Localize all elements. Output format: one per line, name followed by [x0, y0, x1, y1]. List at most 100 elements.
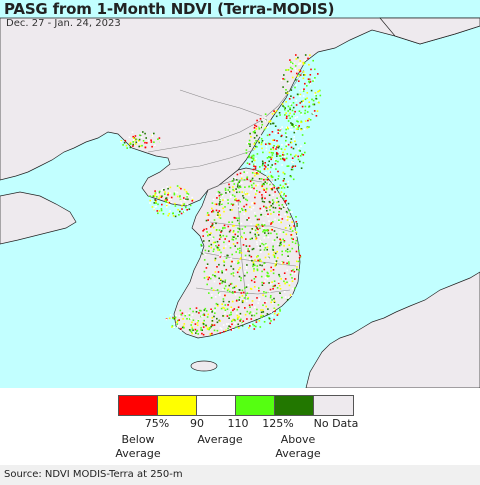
- ndvi-pixel: [240, 279, 242, 282]
- ndvi-pixel: [291, 109, 294, 112]
- ndvi-pixel: [280, 187, 283, 189]
- ndvi-pixel: [229, 290, 231, 293]
- ndvi-pixel: [212, 241, 215, 244]
- ndvi-pixel: [286, 153, 289, 155]
- ndvi-pixel: [249, 258, 251, 261]
- ndvi-pixel: [181, 326, 184, 329]
- ndvi-pixel: [228, 284, 231, 287]
- ndvi-pixel: [288, 114, 290, 117]
- ndvi-pixel: [181, 208, 183, 210]
- ndvi-pixel: [166, 199, 168, 201]
- ndvi-pixel: [290, 122, 292, 124]
- ndvi-pixel: [211, 293, 213, 296]
- ndvi-pixel: [140, 136, 143, 139]
- ndvi-pixel: [227, 199, 229, 201]
- ndvi-pixel: [276, 187, 279, 190]
- ndvi-pixel: [251, 314, 253, 317]
- ndvi-pixel: [202, 314, 205, 316]
- ndvi-pixel: [294, 68, 296, 70]
- ndvi-pixel: [214, 271, 217, 273]
- ndvi-pixel: [272, 211, 275, 213]
- ndvi-pixel: [270, 266, 272, 269]
- ndvi-pixel: [200, 245, 203, 247]
- ndvi-pixel: [261, 284, 264, 286]
- ndvi-pixel: [211, 211, 213, 213]
- ndvi-pixel: [132, 141, 134, 143]
- ndvi-pixel: [292, 161, 294, 164]
- ndvi-pixel: [236, 317, 239, 319]
- ndvi-pixel: [228, 230, 231, 233]
- ndvi-pixel: [132, 143, 134, 146]
- ndvi-pixel: [277, 146, 280, 149]
- ndvi-pixel: [271, 299, 273, 301]
- ndvi-pixel: [230, 265, 232, 268]
- ndvi-pixel: [272, 272, 275, 275]
- ndvi-pixel: [219, 198, 221, 201]
- ndvi-pixel: [191, 199, 194, 201]
- ndvi-pixel: [236, 191, 238, 194]
- ndvi-pixel: [265, 300, 268, 303]
- ndvi-pixel: [280, 239, 282, 241]
- ndvi-pixel: [155, 200, 157, 203]
- ndvi-pixel: [157, 138, 159, 140]
- ndvi-pixel: [249, 306, 251, 308]
- ndvi-pixel: [261, 123, 264, 126]
- ndvi-pixel: [231, 291, 234, 293]
- ndvi-pixel: [294, 126, 297, 128]
- ndvi-pixel: [261, 200, 264, 203]
- ndvi-pixel: [187, 193, 190, 195]
- ndvi-pixel: [312, 99, 315, 102]
- ndvi-pixel: [271, 188, 274, 191]
- ndvi-pixel: [206, 212, 209, 214]
- ndvi-pixel: [227, 304, 229, 306]
- ndvi-pixel: [154, 193, 156, 195]
- ndvi-pixel: [269, 156, 272, 159]
- ndvi-pixel: [274, 132, 277, 134]
- ndvi-pixel: [262, 243, 265, 246]
- ndvi-pixel: [218, 294, 221, 297]
- ndvi-pixel: [279, 196, 282, 198]
- ndvi-pixel: [244, 186, 246, 188]
- ndvi-pixel: [270, 179, 273, 181]
- ndvi-pixel: [195, 307, 198, 309]
- ndvi-pixel: [212, 236, 215, 239]
- ndvi-pixel: [277, 200, 280, 203]
- ndvi-pixel: [269, 184, 271, 187]
- ndvi-pixel: [287, 143, 290, 146]
- ndvi-pixel: [202, 252, 205, 254]
- ndvi-pixel: [256, 243, 258, 246]
- ndvi-pixel: [273, 301, 276, 303]
- ndvi-pixel: [248, 163, 251, 165]
- ndvi-pixel: [258, 298, 261, 300]
- ndvi-pixel: [232, 309, 234, 312]
- ndvi-pixel: [189, 330, 192, 332]
- ndvi-pixel: [256, 134, 258, 137]
- ndvi-pixel: [129, 146, 132, 149]
- ndvi-pixel: [233, 189, 235, 192]
- ndvi-pixel: [264, 120, 267, 122]
- ndvi-map: [0, 0, 480, 388]
- ndvi-pixel: [278, 112, 281, 114]
- ndvi-pixel: [300, 128, 302, 131]
- ndvi-pixel: [284, 278, 287, 280]
- ndvi-pixel: [288, 126, 290, 129]
- ndvi-pixel: [317, 90, 319, 93]
- ndvi-pixel: [246, 264, 248, 266]
- ndvi-pixel: [295, 58, 298, 60]
- ndvi-pixel: [283, 240, 286, 242]
- ndvi-pixel: [272, 249, 275, 251]
- ndvi-pixel: [206, 327, 209, 330]
- ndvi-pixel: [186, 203, 189, 206]
- ndvi-pixel: [299, 70, 301, 73]
- ndvi-pixel: [228, 325, 230, 327]
- ndvi-pixel: [216, 329, 219, 332]
- ndvi-pixel: [227, 225, 230, 228]
- ndvi-pixel: [253, 202, 256, 205]
- ndvi-pixel: [222, 207, 224, 210]
- ndvi-pixel: [280, 243, 282, 246]
- jeju-island: [190, 360, 218, 372]
- ndvi-pixel: [215, 209, 218, 212]
- ndvi-pixel: [295, 216, 297, 218]
- ndvi-pixel: [253, 187, 255, 190]
- ndvi-pixel: [297, 155, 299, 158]
